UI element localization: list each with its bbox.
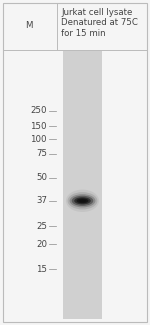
Ellipse shape [74,197,91,204]
Text: M: M [25,21,32,30]
Text: Jurkat cell lysate
Denatured at 75C
for 15 min: Jurkat cell lysate Denatured at 75C for … [61,8,138,38]
Text: 250: 250 [30,106,47,115]
Ellipse shape [68,192,97,210]
Text: 150: 150 [30,122,47,131]
Ellipse shape [66,189,99,212]
Text: 50: 50 [36,174,47,182]
Ellipse shape [76,198,88,203]
Text: 20: 20 [36,240,47,249]
Text: 25: 25 [36,222,47,231]
Bar [63,51,102,319]
Text: 15: 15 [36,265,47,274]
Text: 75: 75 [36,149,47,158]
Ellipse shape [70,194,95,207]
Ellipse shape [72,196,93,206]
Text: 37: 37 [36,196,47,205]
Ellipse shape [79,199,86,202]
Text: 100: 100 [30,135,47,144]
